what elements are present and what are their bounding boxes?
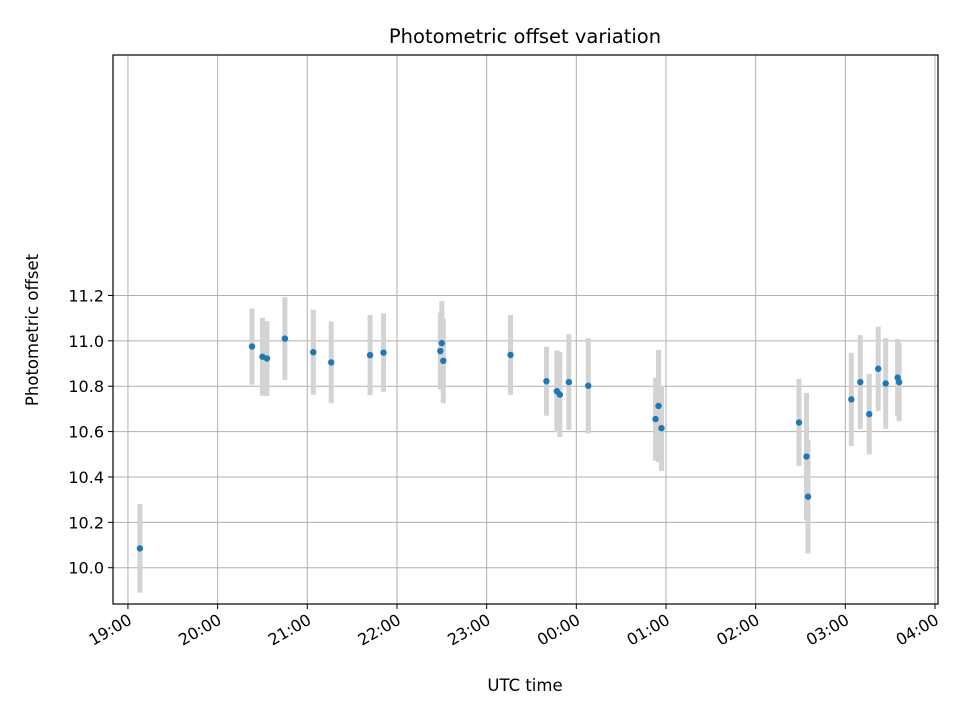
chart-title: Photometric offset variation [389,25,661,48]
data-point [507,351,514,359]
data-point [136,545,144,552]
data-point [438,339,446,347]
data-point [652,415,659,423]
data-point [543,378,550,385]
data-point [795,419,803,426]
y-tick-label: 10.8 [68,377,104,396]
y-tick-label: 10.2 [68,513,104,532]
data-point [328,359,335,366]
data-point [380,349,387,356]
data-point [803,453,810,460]
data-point [848,396,855,403]
data-point [655,402,662,410]
plot-frame [112,54,939,605]
data-point [895,378,903,386]
data-point [263,355,271,362]
data-point [310,348,317,356]
data-point [658,424,665,432]
y-tick-label: 11.0 [68,332,104,351]
data-point [565,378,573,386]
y-tick-label: 11.2 [68,286,104,305]
y-tick-label: 10.6 [68,423,104,442]
y-tick-label: 10.0 [68,559,104,578]
y-axis-label: Photometric offset [23,253,42,406]
data-point [866,410,873,418]
data-point [875,365,882,372]
data-point [556,391,564,398]
y-axis-ticks: 10.0 10.2 10.4 10.6 10.8 11.0 11.2 [68,286,113,578]
data-point [882,380,889,387]
data-point [857,378,864,386]
x-axis-label: UTC time [487,676,562,695]
data-point [585,382,592,389]
data-point [366,351,374,359]
data-point [440,357,447,365]
data-point [437,347,444,355]
y-tick-label: 10.4 [68,468,104,487]
data-point [281,335,289,342]
data-point [804,493,812,500]
data-points [136,335,903,552]
data-point [248,343,256,350]
